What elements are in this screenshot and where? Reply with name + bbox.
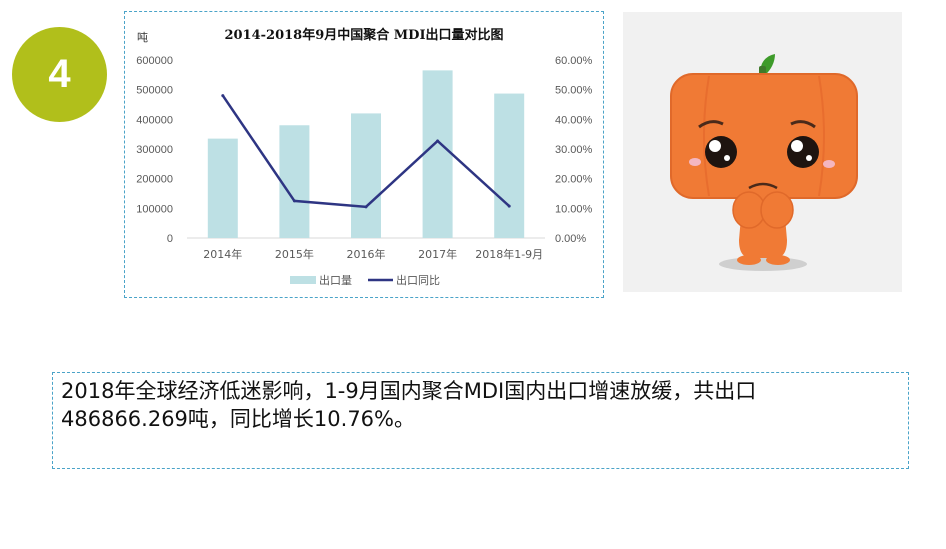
line-point-yoy bbox=[364, 205, 368, 209]
y-right-tick-label: 0.00% bbox=[555, 233, 586, 245]
bar-export-volume bbox=[207, 138, 238, 238]
x-tick-label: 2014年 bbox=[203, 247, 242, 261]
section-number: 4 bbox=[48, 52, 71, 96]
x-tick-label: 2015年 bbox=[275, 247, 314, 261]
y-left-tick-label: 200000 bbox=[136, 174, 173, 186]
chart-panel: 2014-2018年9月中国聚合 MDI出口量对比图 吨 0 100000 2000… bbox=[124, 11, 604, 298]
y-right-tick-label: 30.00% bbox=[555, 144, 593, 156]
x-tick-label: 2017年 bbox=[418, 247, 457, 261]
y-right-tick-label: 10.00% bbox=[555, 203, 593, 215]
y-left-tick-label: 100000 bbox=[136, 203, 173, 215]
legend-label-line: 出口同比 bbox=[396, 273, 440, 287]
y-left-tick-label: 300000 bbox=[136, 144, 173, 156]
y-right-tick-label: 60.00% bbox=[555, 55, 593, 67]
bar-export-volume bbox=[351, 113, 381, 238]
y-left-tick-label: 600000 bbox=[136, 55, 173, 67]
legend-swatch-bar bbox=[290, 276, 316, 284]
bar-export-volume bbox=[422, 70, 453, 238]
x-tick-label: 2016年 bbox=[347, 247, 386, 261]
summary-text-box: 2018年全球经济低迷影响，1-9月国内聚合MDI国内出口增速放缓，共出口 48… bbox=[52, 372, 909, 469]
line-point-yoy bbox=[436, 139, 440, 143]
crying-pumpkin-mascot-icon bbox=[670, 54, 858, 271]
mascot-panel bbox=[623, 12, 902, 292]
chart-y-unit: 吨 bbox=[137, 31, 148, 44]
bar-export-volume bbox=[494, 93, 525, 238]
section-number-badge: 4 bbox=[12, 27, 107, 122]
chart-svg: 0 100000 200000 300000 400000 500000 600000 0.0… bbox=[136, 55, 593, 287]
summary-line-1: 2018年全球经济低迷影响，1-9月国内聚合MDI国内出口增速放缓，共出口 bbox=[61, 379, 757, 403]
summary-line-2: 486866.269吨，同比增长10.76%。 bbox=[61, 407, 415, 431]
y-right-tick-label: 40.00% bbox=[555, 114, 593, 126]
x-tick-label: 2018年1-9月 bbox=[475, 247, 543, 261]
y-left-tick-label: 0 bbox=[167, 233, 173, 245]
legend-label-bar: 出口量 bbox=[319, 273, 352, 287]
y-left-tick-label: 400000 bbox=[136, 114, 173, 126]
y-right-tick-label: 50.00% bbox=[555, 85, 593, 97]
line-point-yoy bbox=[292, 199, 296, 203]
chart-title: 2014-2018年9月中国聚合 MDI出口量对比图 bbox=[224, 28, 504, 43]
line-point-yoy bbox=[507, 204, 511, 208]
bar-export-volume bbox=[279, 125, 310, 238]
y-left-tick-label: 500000 bbox=[136, 85, 173, 97]
y-right-tick-label: 20.00% bbox=[555, 174, 593, 186]
line-point-yoy bbox=[221, 94, 225, 98]
